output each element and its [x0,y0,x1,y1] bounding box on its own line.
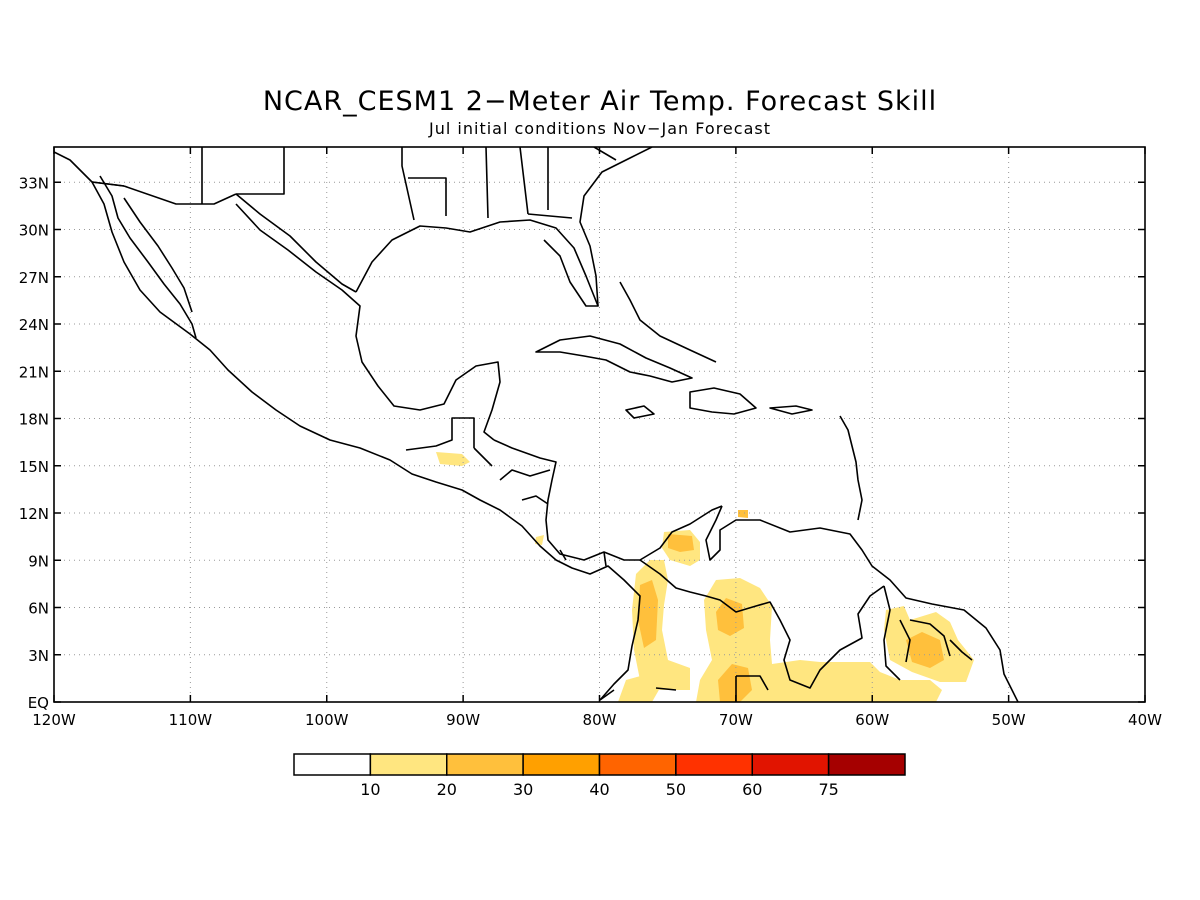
colorbar-label: 30 [513,780,533,799]
colorbar: 10 20 30 40 50 60 75 [293,753,906,799]
colorbar-swatch [293,753,372,776]
skill-region-honduras-coast [535,535,544,545]
border-central-america [405,417,607,567]
coast-us-gulf [355,219,599,307]
lat-tick-label: 24N [19,316,49,334]
skill-region-colombia-coast-core [668,534,694,552]
skill-region-small-patch [738,510,748,518]
colorbar-swatch [522,753,601,776]
lat-tick-label: 21N [19,363,49,381]
lat-tick-label: EQ [28,694,49,712]
coast-gulf-of-mexico [235,203,501,441]
colorbar-swatch [751,753,830,776]
lat-tick-label: 15N [19,458,49,476]
colorbar-swatch [369,753,448,776]
skill-region-west-colombia-core [638,580,658,648]
colorbar-label: 10 [360,780,380,799]
lon-tick-label: 100W [305,711,349,729]
skill-region-guianas-core [906,632,944,668]
coast-puerto-rico [769,405,813,415]
lon-tick-label: 120W [32,711,76,729]
coast-baja [91,175,197,339]
map-frame [53,146,1146,703]
lon-tick-label: 50W [992,711,1026,729]
lon-tick-label: 80W [583,711,617,729]
longitude-axis: 120W 110W 100W 90W 80W 70W 60W 50W 40W [32,147,1162,729]
coast-jamaica [625,405,655,419]
lat-tick-label: 18N [19,411,49,429]
gridlines [54,147,1145,702]
coast-bahamas [619,281,717,363]
lon-tick-label: 40W [1128,711,1162,729]
colorbar-label: 50 [666,780,686,799]
lat-tick-label: 9N [28,552,49,570]
coast-central-america-caribbean [493,439,723,561]
colorbar-swatch [598,753,677,776]
colorbar-label: 40 [589,780,609,799]
lat-tick-label: 30N [19,222,49,240]
colorbar-swatch [827,753,906,776]
map-plot-area [54,147,1145,702]
colorbar-swatch [675,753,753,776]
coast-hispaniola [689,387,757,415]
lon-tick-label: 70W [719,711,753,729]
map-subtitle: Jul initial conditions Nov−Jan Forecast [429,119,771,138]
coastlines [54,147,1019,702]
lon-tick-label: 90W [446,711,480,729]
lat-tick-label: 12N [19,505,49,523]
lat-tick-label: 27N [19,269,49,287]
border-us-states [123,147,617,221]
lat-tick-label: 33N [19,174,49,192]
map-title: NCAR_CESM1 2−Meter Air Temp. Forecast Sk… [262,86,938,117]
colorbar-label: 60 [742,780,762,799]
skill-region-guatemala [436,452,470,466]
coast-south-america-north [705,505,1019,702]
skill-region-amazon-south-core [718,664,752,702]
lat-tick-label: 3N [28,647,49,665]
border-us-mexico [91,181,357,293]
skill-region-amazon-north [696,578,942,702]
coast-pacific [54,151,641,701]
lon-tick-label: 60W [855,711,889,729]
colorbar-label: 20 [437,780,457,799]
coast-us-atlantic [579,147,653,307]
colorbar-swatch [446,753,524,776]
coast-lesser-antilles [839,415,863,521]
border-south-america [599,559,973,702]
skill-region-amazon-north-core [716,598,744,636]
latitude-axis: EQ 3N 6N 9N 12N 15N 18N 21N 24N 27N 30N 33N [19,174,1145,712]
skill-shading [436,452,974,702]
colorbar-label: 75 [818,780,838,799]
lon-tick-label: 110W [169,711,213,729]
lat-tick-label: 6N [28,600,49,618]
skill-region-southwest-colombia [618,674,660,702]
coast-cuba [535,335,693,383]
